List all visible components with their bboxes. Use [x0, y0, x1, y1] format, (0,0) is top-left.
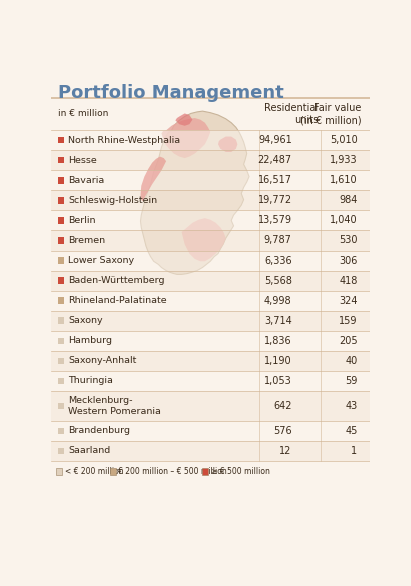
Text: Bavaria: Bavaria [68, 176, 105, 185]
Polygon shape [162, 118, 210, 158]
Bar [58, 157, 64, 163]
Text: 205: 205 [339, 336, 358, 346]
Text: Baden-Württemberg: Baden-Württemberg [68, 276, 165, 285]
Text: 306: 306 [339, 255, 358, 265]
Bar [58, 448, 64, 454]
Text: in € million: in € million [58, 109, 108, 118]
Bar [58, 237, 64, 244]
Text: 13,579: 13,579 [258, 216, 292, 226]
Bar [51, 250, 370, 271]
Text: 43: 43 [345, 401, 358, 411]
Bar [58, 298, 64, 304]
Bar [51, 441, 370, 461]
Text: Portfolio Management: Portfolio Management [58, 84, 283, 102]
Text: 418: 418 [339, 275, 358, 285]
Text: 9,787: 9,787 [264, 236, 292, 246]
Bar [51, 271, 370, 291]
Bar [58, 217, 64, 223]
Bar [58, 178, 64, 183]
Text: € 200 million – € 500 million: € 200 million – € 500 million [118, 467, 227, 476]
Text: 159: 159 [339, 316, 358, 326]
Bar [58, 357, 64, 364]
Text: < € 200 million: < € 200 million [65, 467, 123, 476]
Text: 1: 1 [351, 446, 358, 456]
Text: Thuringia: Thuringia [68, 376, 113, 385]
Bar [58, 197, 64, 203]
Text: 40: 40 [345, 356, 358, 366]
Text: 5,010: 5,010 [330, 135, 358, 145]
Text: Lower Saxony: Lower Saxony [68, 256, 134, 265]
Text: Brandenburg: Brandenburg [68, 426, 130, 435]
Text: 1,040: 1,040 [330, 216, 358, 226]
Text: 16,517: 16,517 [258, 175, 292, 185]
Text: Berlin: Berlin [68, 216, 96, 225]
Bar [56, 468, 62, 475]
Text: Rhineland-Palatinate: Rhineland-Palatinate [68, 296, 167, 305]
Text: Bremen: Bremen [68, 236, 106, 245]
Text: Saxony: Saxony [68, 316, 103, 325]
Text: Hesse: Hesse [68, 156, 97, 165]
Bar [51, 391, 370, 421]
Bar [58, 403, 64, 409]
Bar [202, 468, 208, 475]
Bar [58, 277, 64, 284]
Text: Residential
units: Residential units [264, 103, 318, 125]
Text: 1,836: 1,836 [264, 336, 292, 346]
Bar [51, 190, 370, 210]
Polygon shape [218, 137, 238, 152]
Text: Fair value
(in € million): Fair value (in € million) [300, 103, 361, 125]
Bar [109, 468, 116, 475]
Text: Schleswig-Holstein: Schleswig-Holstein [68, 196, 157, 205]
Bar [51, 151, 370, 171]
Text: Mecklenburg-
Western Pomerania: Mecklenburg- Western Pomerania [68, 396, 161, 415]
Polygon shape [141, 111, 249, 274]
Text: 45: 45 [345, 425, 358, 435]
Text: North Rhine-Westphalia: North Rhine-Westphalia [68, 136, 180, 145]
Bar [51, 230, 370, 250]
Text: 1,933: 1,933 [330, 155, 358, 165]
Polygon shape [175, 114, 192, 126]
Bar [58, 377, 64, 384]
Bar [51, 171, 370, 190]
Text: 3,714: 3,714 [264, 316, 292, 326]
Text: 22,487: 22,487 [258, 155, 292, 165]
Bar [51, 421, 370, 441]
Bar [51, 331, 370, 350]
Polygon shape [182, 218, 226, 261]
Text: 984: 984 [339, 196, 358, 206]
Text: 576: 576 [273, 425, 292, 435]
Text: 12: 12 [279, 446, 292, 456]
Text: Saxony-Anhalt: Saxony-Anhalt [68, 356, 137, 365]
Bar [51, 370, 370, 391]
Text: 59: 59 [345, 376, 358, 386]
Text: 6,336: 6,336 [264, 255, 292, 265]
Text: 642: 642 [273, 401, 292, 411]
Bar [51, 311, 370, 331]
Text: ≥ € 500 million: ≥ € 500 million [210, 467, 270, 476]
Bar [51, 291, 370, 311]
Bar [58, 318, 64, 323]
Polygon shape [141, 156, 166, 201]
Bar [58, 257, 64, 264]
Text: 1,190: 1,190 [264, 356, 292, 366]
Bar [51, 210, 370, 230]
Text: 324: 324 [339, 295, 358, 305]
Bar [58, 338, 64, 343]
Text: 1,610: 1,610 [330, 175, 358, 185]
Text: Hamburg: Hamburg [68, 336, 113, 345]
Text: Saarland: Saarland [68, 446, 111, 455]
Text: 94,961: 94,961 [258, 135, 292, 145]
Text: 19,772: 19,772 [258, 196, 292, 206]
Text: 1,053: 1,053 [264, 376, 292, 386]
Bar [58, 137, 64, 144]
Text: 530: 530 [339, 236, 358, 246]
Bar [51, 350, 370, 370]
Text: 4,998: 4,998 [264, 295, 292, 305]
Bar [51, 130, 370, 151]
Text: 5,568: 5,568 [264, 275, 292, 285]
Bar [58, 428, 64, 434]
